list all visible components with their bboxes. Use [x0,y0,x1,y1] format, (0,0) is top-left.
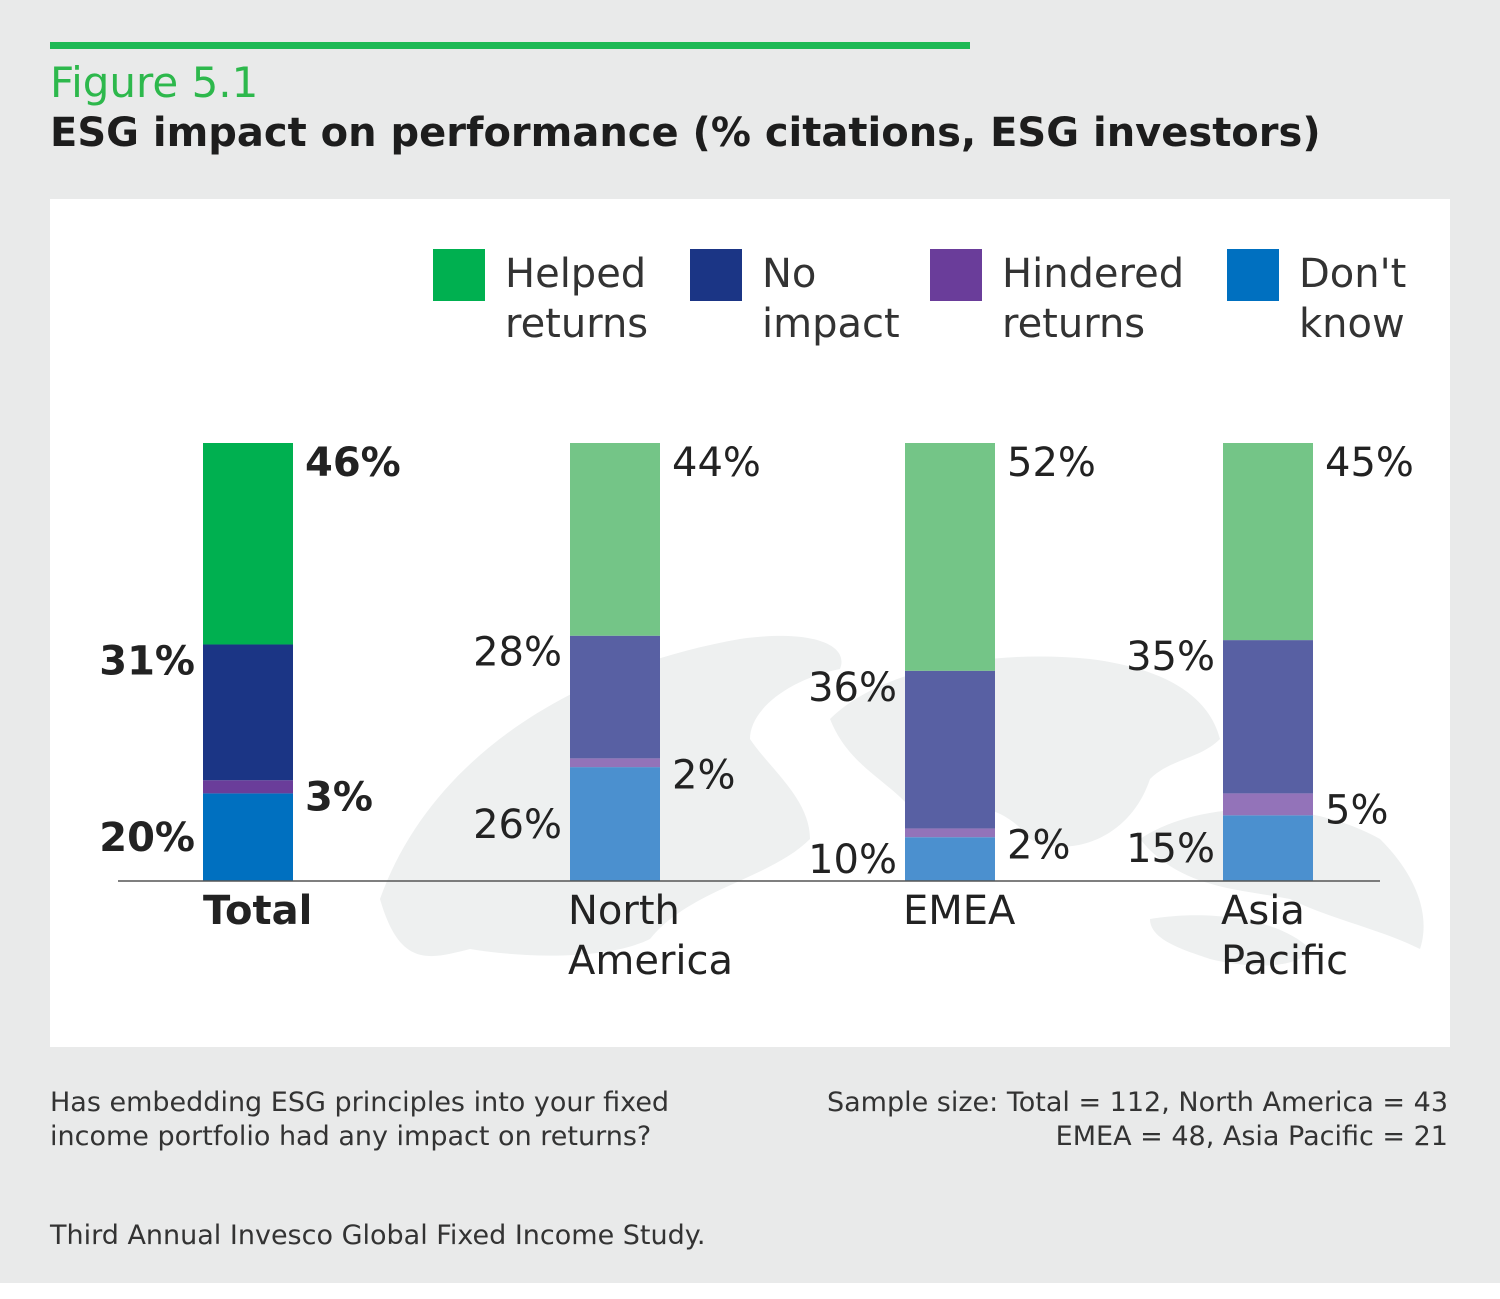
legend-swatch-hindered-returns [930,249,982,301]
bar-emea-hindered-returns [905,828,995,838]
value-label-asia-pacific-no-impact: 35% [1126,634,1215,680]
value-label-total-dont-know: 20% [99,815,195,861]
value-label-asia-pacific-dont-know: 15% [1126,826,1215,872]
legend-label-helped-returns: Helped [505,251,646,297]
legend-label-hindered-returns: returns [1002,301,1145,347]
legend-swatch-no-impact [690,249,742,301]
category-label-asia-pacific: Asia [1221,888,1305,934]
legend-swatch-helped-returns [433,249,485,301]
value-label-total-no-impact: 31% [99,638,195,684]
chart-legend: HelpedreturnsNoimpactHinderedreturnsDon'… [433,249,1406,347]
value-label-north-america-helped-returns: 44% [672,440,761,486]
bottom-band [0,1283,1500,1299]
bar-asia-pacific-hindered-returns [1223,793,1313,816]
bar-asia-pacific-no-impact [1223,640,1313,794]
stacked-bar-chart: HelpedreturnsNoimpactHinderedreturnsDon'… [99,249,1424,984]
source-note: Third Annual Invesco Global Fixed Income… [50,1220,706,1251]
value-label-emea-hindered-returns: 2% [1007,822,1070,868]
value-label-north-america-hindered-returns: 2% [672,752,735,798]
bar-asia-pacific-don-t-know [1223,815,1313,881]
chart-panel: Helped returns No impact Hindered returns Don'… [50,199,1450,1047]
category-label-emea: EMEA [903,888,1016,934]
bar-total-hindered-returns [203,780,293,794]
bar-emea-no-impact [905,670,995,829]
sample-size-note: Sample size: Total = 112, North America … [826,1087,1448,1152]
bar-north-america-no-impact [570,635,660,759]
bar-emea-helped-returns [905,443,995,671]
legend-label-no-impact: impact [762,301,900,347]
bar-north-america-don-t-know [570,767,660,881]
value-label-emea-helped-returns: 52% [1007,440,1096,486]
bar-total-don-t-know [203,793,293,881]
legend-label-helped-returns: returns [505,301,648,347]
figure-label: Figure 5.1 [50,58,259,107]
top-rule [50,42,970,49]
value-label-emea-no-impact: 36% [808,665,897,711]
bar-total-helped-returns [203,443,293,645]
category-label-asia-pacific: Pacific [1221,938,1348,984]
category-label-north-america: America [568,938,733,984]
value-label-north-america-dont-know: 26% [473,802,562,848]
bar-groups [203,443,1313,881]
value-labels: 46% 31% 3% 20% 44% 28% 2% 26% 52% 36% 2% 10% 45% 35% 5… [99,440,1414,883]
legend-label-hindered-returns: Hindered [1002,251,1184,297]
chart-title: ESG impact on performance (% citations, … [50,110,1321,156]
value-label-total-hindered-returns: 3% [305,774,373,820]
bar-emea-don-t-know [905,837,995,881]
value-label-asia-pacific-hindered-returns: 5% [1325,787,1388,833]
value-label-asia-pacific-helped-returns: 45% [1325,440,1414,486]
bar-asia-pacific-helped-returns [1223,443,1313,641]
legend-label-no-impact: No [762,251,816,297]
category-label-north-america: North [568,888,680,934]
legend-label-don-t-know: know [1299,301,1405,347]
legend-label-don-t-know: Don't [1299,251,1406,297]
bar-north-america-hindered-returns [570,758,660,768]
bar-total-no-impact [203,644,293,781]
value-label-emea-dont-know: 10% [808,837,897,883]
survey-question: Has embedding ESG principles into your f… [50,1087,670,1152]
category-label-total: Total [203,888,312,934]
value-label-total-helped-returns: 46% [305,440,401,486]
bar-north-america-helped-returns [570,443,660,636]
legend-swatch-don-t-know [1227,249,1279,301]
value-label-north-america-no-impact: 28% [473,630,562,676]
